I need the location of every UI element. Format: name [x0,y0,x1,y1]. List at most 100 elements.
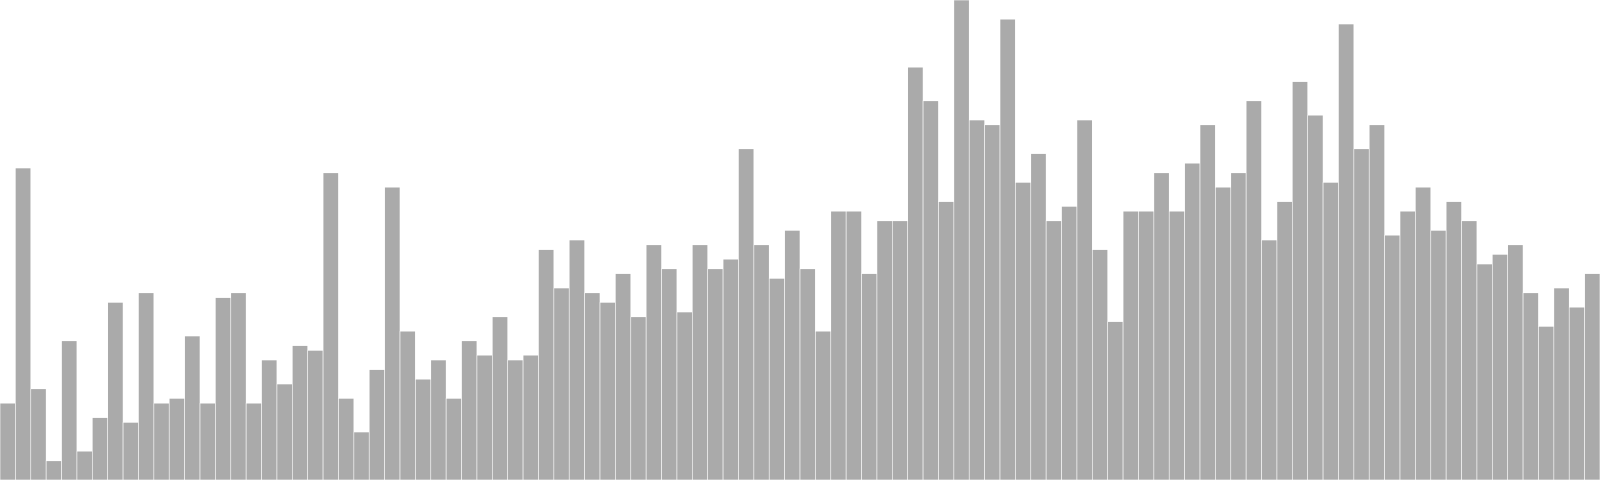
bar [261,359,278,480]
bar [999,18,1016,480]
bar [1261,239,1278,480]
bar [138,292,155,480]
bar [753,244,770,480]
bar [1276,201,1293,480]
bar [1245,100,1262,480]
bar [661,268,678,480]
bar [184,335,201,480]
bar [61,340,78,480]
bar [1168,210,1185,480]
bar [892,220,908,480]
bar [1061,206,1078,480]
bar [368,369,385,480]
bar [938,201,955,480]
bar [1307,114,1324,480]
bar [492,316,508,480]
bar [1492,254,1508,480]
bar [599,302,616,480]
bar [768,278,785,480]
bar [1215,186,1232,480]
bar [399,330,416,480]
bar [1553,287,1570,480]
bar [645,244,662,480]
bar [107,302,124,480]
bar [507,359,524,480]
bar [568,239,585,480]
bar [876,220,893,480]
bar [1476,263,1493,480]
bar [953,0,970,480]
bar [230,292,247,480]
bar [722,258,739,480]
bar [968,119,985,480]
bar [861,273,878,480]
bar [922,100,939,480]
bar [538,249,555,480]
bar [1507,244,1524,480]
bar [1445,201,1462,480]
bar [415,378,432,480]
bar [353,431,370,480]
bar [676,311,693,480]
bar [1030,153,1047,480]
bar [615,273,632,480]
bar [1568,306,1585,480]
bar [692,244,708,480]
bar [799,268,816,480]
bar [1430,230,1447,480]
bar [245,402,262,480]
bar [461,340,478,480]
bar [307,350,324,480]
bar [1368,124,1385,480]
bar [830,210,847,480]
bar [815,330,832,480]
bar [384,186,401,480]
bar [1045,220,1062,480]
bar [1522,292,1539,480]
bar [1399,210,1416,480]
bar [338,398,355,480]
bar [630,316,647,480]
bar [276,383,293,480]
bar [199,402,216,480]
bar [15,167,32,480]
bar [292,345,308,480]
bar [1322,182,1339,480]
bar [1584,273,1600,480]
bar [1230,172,1247,480]
bar [784,230,801,480]
bar [584,292,601,480]
bar [1538,326,1555,480]
bar [1122,210,1139,480]
bar [1199,124,1216,480]
bar [907,66,924,480]
bar [707,268,724,480]
bar [1107,321,1124,480]
bar [984,124,1001,480]
bar [1461,220,1478,480]
bar [553,287,570,480]
bar [476,354,493,480]
bar [45,460,62,480]
bar [845,210,862,480]
bar [1092,249,1108,480]
bar [1384,234,1401,480]
bar [30,388,47,480]
bar [215,297,232,480]
bar [1292,81,1308,480]
bar [1353,148,1370,480]
bar [522,354,539,480]
bar [1076,119,1093,480]
bar [738,148,755,480]
bar [322,172,339,480]
bar [168,398,185,480]
bar [1015,182,1032,480]
bar [445,398,462,480]
bar [153,402,170,480]
bar [1153,172,1170,480]
bar [1415,186,1432,480]
bar [1184,162,1201,480]
bar [1138,210,1155,480]
